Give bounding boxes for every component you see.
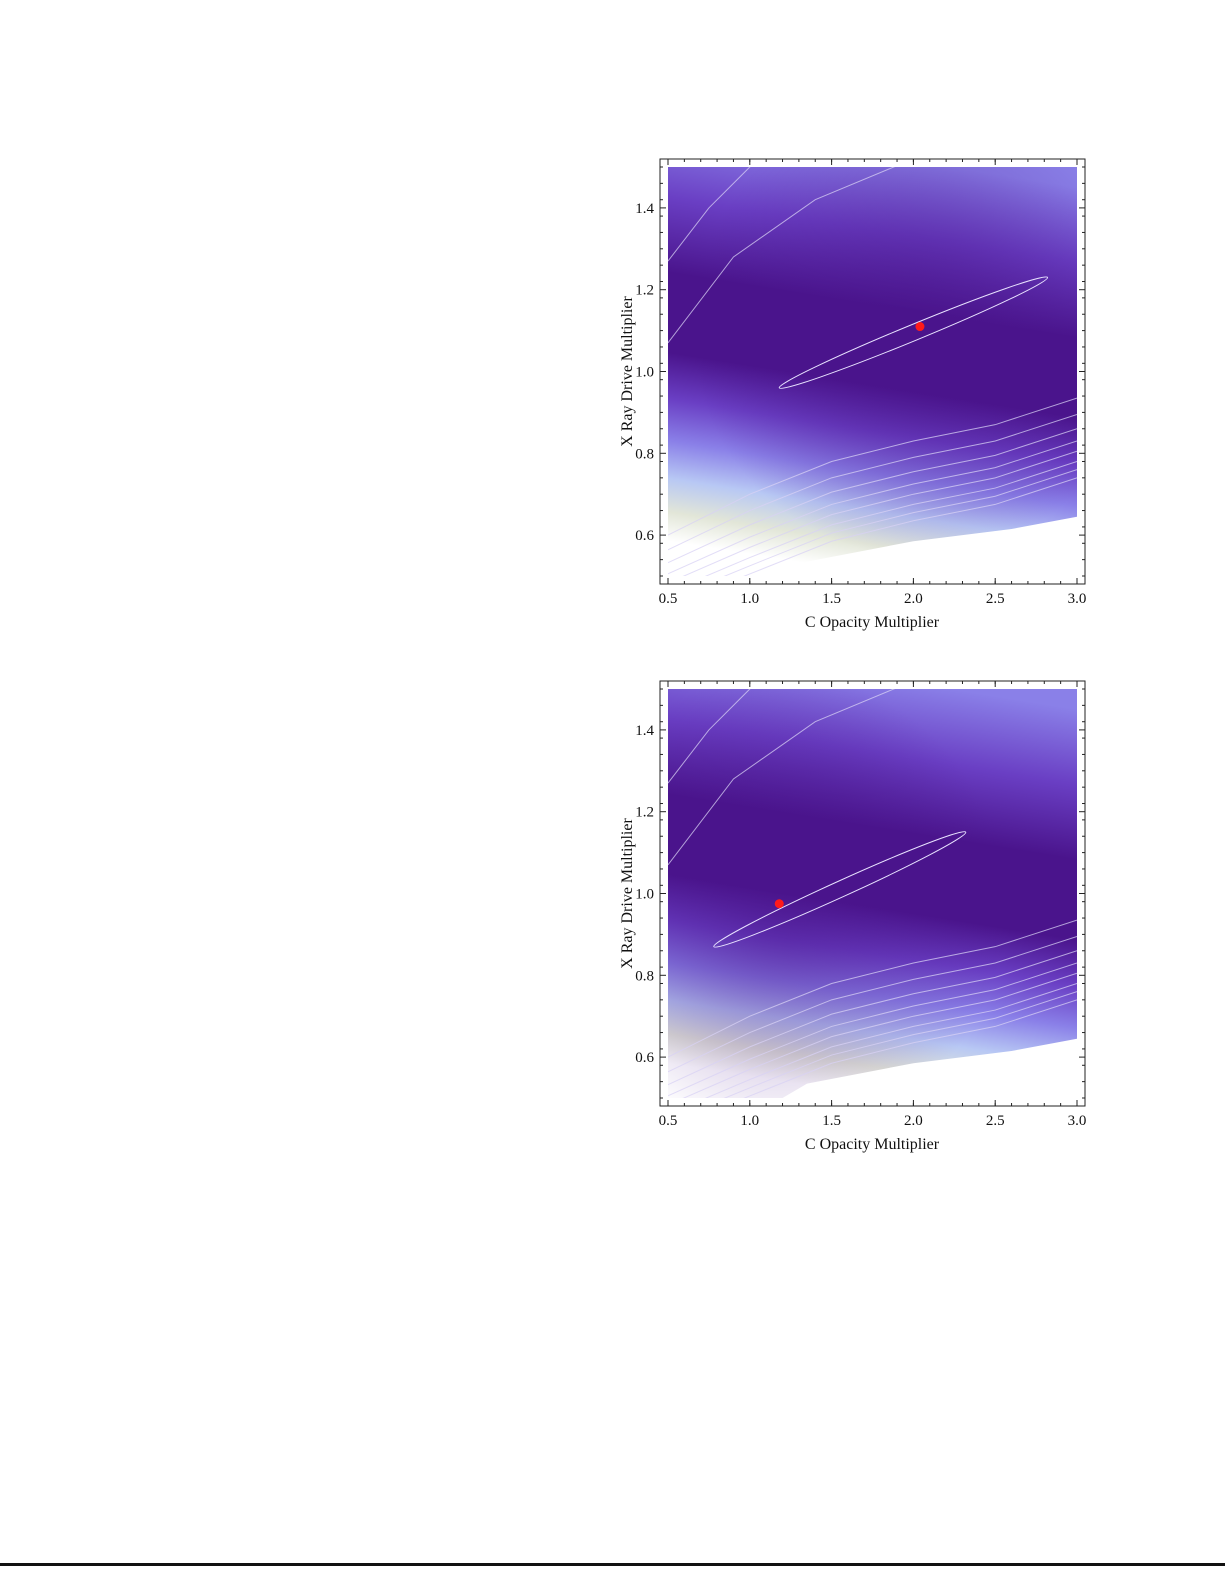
contour-line — [723, 991, 1077, 1098]
y-tick-label: 1.2 — [635, 805, 654, 821]
x-tick-label: 1.0 — [740, 591, 759, 607]
contour-line — [704, 983, 1077, 1098]
contour-line — [743, 477, 1077, 576]
y-axis-label: X Ray Drive Multiplier — [619, 818, 636, 969]
y-tick-label: 0.8 — [635, 968, 654, 984]
y-tick-label: 1.0 — [635, 887, 654, 903]
no-data-region — [782, 516, 1077, 576]
x-tick-label: 2.5 — [986, 591, 1005, 607]
best-fit-point — [915, 322, 925, 332]
contour-line — [668, 428, 1077, 564]
y-tick-label: 1.4 — [635, 201, 654, 217]
contour-line — [743, 999, 1077, 1098]
x-axis-label: C Opacity Multiplier — [805, 1136, 940, 1153]
x-tick-label: 1.5 — [822, 1113, 841, 1129]
x-tick-label: 0.5 — [659, 591, 678, 607]
x-tick-label: 0.5 — [659, 1113, 678, 1129]
confidence-ellipse — [778, 276, 1049, 389]
contour-line — [668, 962, 1077, 1097]
contour-line — [668, 919, 1077, 1058]
x-tick-label: 2.0 — [904, 591, 923, 607]
contour-fill — [668, 689, 1077, 1098]
contour-plot-bottom: 0.5 1.0 1.5 2.0 2.5 3.0 0.6 0.8 1.0 1.2 1.4 C Opaci… — [619, 680, 1087, 1153]
page-bottom-rule — [0, 1563, 1225, 1566]
contour-line — [668, 935, 1077, 1073]
contour-line — [704, 461, 1077, 576]
contour-line — [668, 950, 1077, 1086]
confidence-ellipse — [713, 831, 967, 948]
y-tick-label: 1.2 — [635, 283, 654, 299]
contour-line — [668, 689, 751, 784]
x-tick-label: 1.5 — [822, 591, 841, 607]
y-tick-label: 0.6 — [635, 1050, 654, 1066]
no-data-region — [782, 1038, 1077, 1098]
x-tick-label: 2.5 — [986, 1113, 1005, 1129]
y-tick-label: 1.0 — [635, 365, 654, 381]
best-fit-point — [774, 899, 784, 909]
contour-line — [682, 450, 1077, 576]
y-tick-label: 1.4 — [635, 723, 654, 739]
contour-line — [682, 972, 1077, 1098]
x-axis-label: C Opacity Multiplier — [805, 614, 940, 631]
contour-line — [668, 167, 896, 344]
contour-line — [668, 689, 896, 866]
contour-plot-top: 0.5 1.0 1.5 2.0 2.5 3.0 0.6 0.8 1.0 1.2 1.4 C Opaci… — [619, 158, 1087, 631]
x-tick-label: 1.0 — [740, 1113, 759, 1129]
contour-line — [723, 469, 1077, 576]
contour-line — [668, 413, 1077, 551]
y-axis-label: X Ray Drive Multiplier — [619, 296, 636, 447]
x-tick-label: 2.0 — [904, 1113, 923, 1129]
contour-fill — [668, 167, 1077, 576]
contour-line — [668, 440, 1077, 575]
y-tick-label: 0.8 — [635, 446, 654, 462]
x-tick-label: 3.0 — [1068, 1113, 1087, 1129]
contour-line — [668, 397, 1077, 536]
contour-line — [668, 167, 751, 262]
x-tick-label: 3.0 — [1068, 591, 1087, 607]
y-tick-label: 0.6 — [635, 528, 654, 544]
